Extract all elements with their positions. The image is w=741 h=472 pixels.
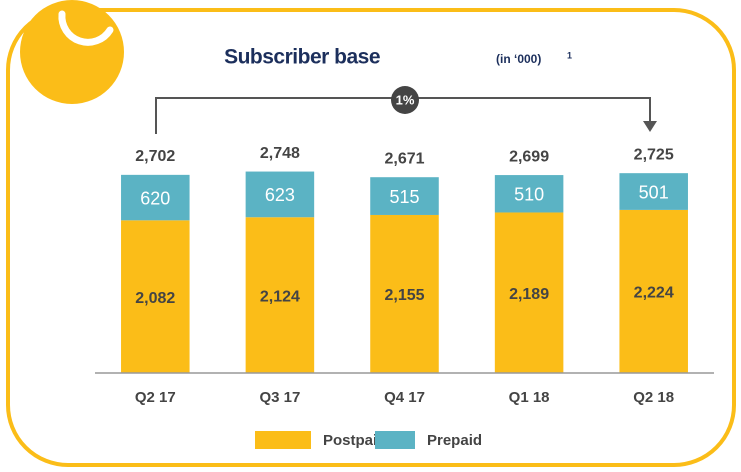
bar-segment xyxy=(494,212,564,373)
subtitle: (in ‘000) xyxy=(496,52,541,66)
legend-swatch xyxy=(375,431,415,449)
bar-segment xyxy=(370,177,439,215)
bar-segment xyxy=(121,220,190,373)
bar-segment xyxy=(245,217,315,373)
total-label: 2,671 xyxy=(384,150,424,167)
data-label: 2,224 xyxy=(634,285,674,302)
chart-title: Subscriber base xyxy=(224,46,380,69)
data-label: 515 xyxy=(389,187,419,207)
footnote-marker: 1 xyxy=(567,50,572,60)
data-label: 2,082 xyxy=(135,290,175,307)
data-label: 510 xyxy=(514,185,544,205)
x-tick-label: Q2 18 xyxy=(633,389,674,406)
data-label: 2,124 xyxy=(260,288,300,305)
data-label: 2,155 xyxy=(384,287,424,304)
x-tick-label: Q3 17 xyxy=(259,389,300,406)
data-label: 501 xyxy=(639,182,669,202)
x-tick-label: Q2 17 xyxy=(135,389,176,406)
arrow-head xyxy=(643,121,657,132)
legend-swatch xyxy=(255,431,311,449)
total-label: 2,699 xyxy=(509,148,549,165)
legend-label: Postpaid xyxy=(323,432,386,449)
bar-segment xyxy=(245,171,315,218)
total-label: 2,702 xyxy=(135,148,175,165)
bar-segment xyxy=(370,214,439,373)
annotation: 1% xyxy=(396,92,415,107)
x-tick-label: Q1 18 xyxy=(509,389,550,406)
data-label: 2,189 xyxy=(509,286,549,303)
bar-segment xyxy=(619,173,688,210)
bar-segment xyxy=(121,174,190,221)
x-tick-label: Q4 17 xyxy=(384,389,425,406)
bar-segment xyxy=(619,209,688,373)
data-label: 620 xyxy=(140,188,170,208)
bar-segment xyxy=(494,175,564,213)
annotation-badge xyxy=(391,86,419,114)
total-label: 2,748 xyxy=(260,145,300,162)
total-label: 2,725 xyxy=(634,146,674,163)
legend-label: Prepaid xyxy=(427,432,482,449)
logo-arc xyxy=(58,10,114,46)
logo-circle xyxy=(20,0,124,104)
data-label: 623 xyxy=(265,185,295,205)
